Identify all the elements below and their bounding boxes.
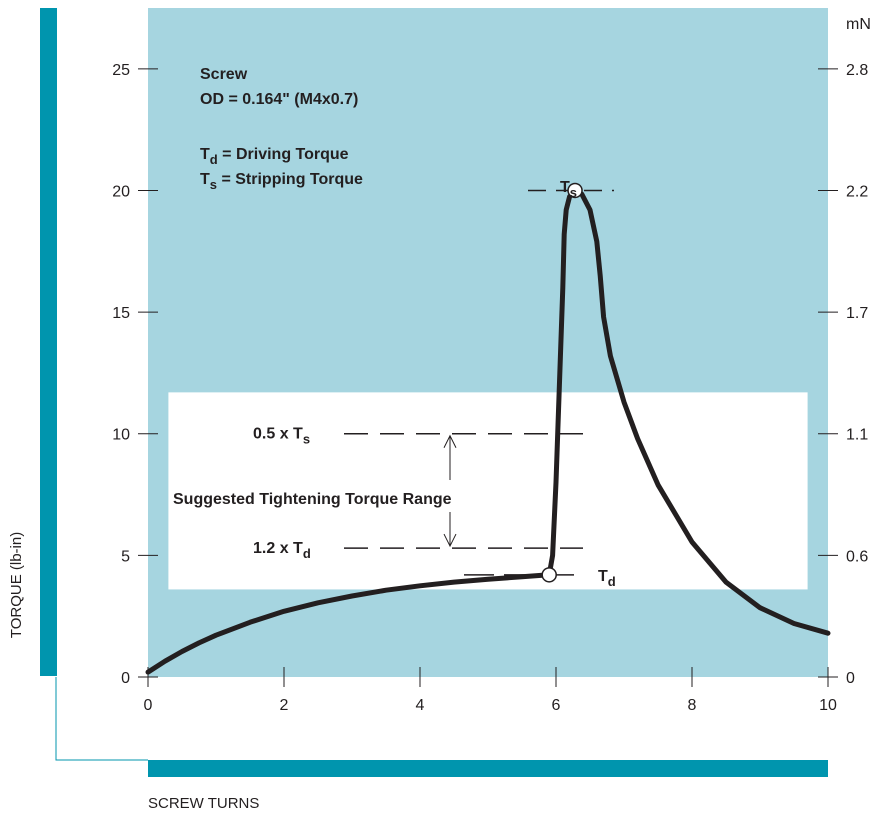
y2-tick-label-2: 1.1	[846, 427, 868, 444]
y-tick-label-2: 10	[112, 427, 130, 444]
screw-title: Screw	[200, 66, 248, 83]
y2-tick-label-1: 0.6	[846, 548, 868, 565]
ref-label-0.5ts: 0.5 x Ts	[253, 426, 310, 447]
y-tick-label-0: 0	[121, 670, 130, 687]
y-axis-bar	[40, 8, 57, 676]
x-tick-label-3: 6	[552, 697, 561, 714]
y-tick-label-3: 15	[112, 305, 130, 322]
td-marker-label: Td	[598, 568, 616, 589]
tightening-range-box	[168, 392, 808, 590]
y-tick-label-5: 25	[112, 62, 130, 79]
y-tick-label-1: 5	[121, 548, 130, 565]
y2-tick-label-3: 1.7	[846, 305, 868, 322]
x-tick-label-4: 8	[688, 697, 697, 714]
ts-definition: Ts = Stripping Torque	[200, 171, 363, 192]
screw-od: OD = 0.164" (M4x0.7)	[200, 91, 358, 108]
ts-marker	[567, 182, 583, 199]
x-tick-label-0: 0	[144, 697, 153, 714]
x-tick-label-5: 10	[819, 697, 837, 714]
axis-connector	[55, 677, 148, 761]
y2-tick-label-0: 0	[846, 670, 855, 687]
y2-tick-label-5: 2.8	[846, 62, 868, 79]
range-label: Suggested Tightening Torque Range	[173, 491, 452, 508]
x-tick-label-1: 2	[280, 697, 289, 714]
y2-axis-title: mN	[846, 16, 871, 33]
y-tick-label-4: 20	[112, 183, 130, 200]
range-arrow-up-head	[443, 434, 457, 448]
td-definition: Td = Driving Torque	[200, 146, 349, 167]
y2-tick-label-4: 2.2	[846, 183, 868, 200]
x-axis-bar	[148, 760, 828, 777]
ref-label-1.2td: 1.2 x Td	[253, 540, 311, 561]
y-axis-title: TORQUE (lb-in)	[8, 532, 25, 638]
td-marker	[541, 567, 557, 583]
range-arrow-down-head	[443, 533, 457, 548]
ts-marker-label: Ts	[560, 179, 577, 200]
x-tick-label-2: 4	[416, 697, 425, 714]
torque-curve	[145, 188, 831, 675]
x-axis-title: SCREW TURNS	[148, 795, 259, 812]
